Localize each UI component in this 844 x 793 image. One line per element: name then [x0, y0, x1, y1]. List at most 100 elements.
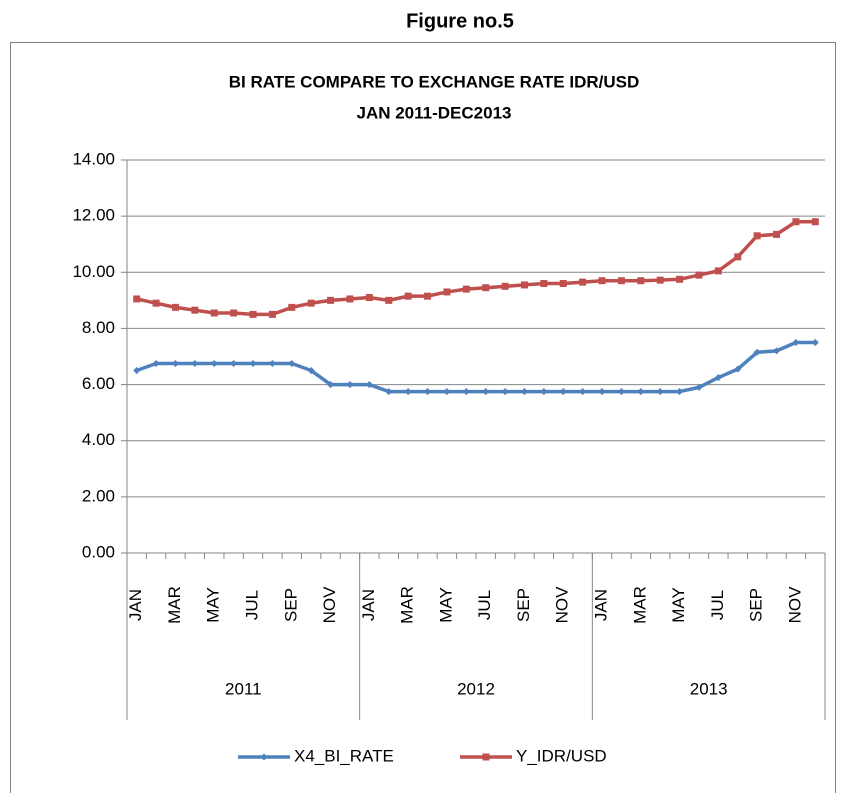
x-tick-label: MAY: [436, 587, 455, 623]
data-point: [385, 296, 393, 304]
x-tick-label: JAN: [126, 589, 145, 621]
data-point: [792, 338, 800, 346]
data-point: [811, 338, 819, 346]
x-tick-label: MAY: [204, 587, 223, 623]
data-point: [191, 306, 199, 314]
y-tick-label: 0.00: [82, 542, 115, 561]
x-tick-label: NOV: [553, 586, 572, 624]
data-point: [423, 388, 432, 396]
data-point: [695, 383, 703, 391]
data-point: [656, 276, 664, 284]
chart-title: BI RATE COMPARE TO EXCHANGE RATE IDR/USD: [229, 72, 640, 91]
y-tick-label: 14.00: [72, 149, 115, 168]
data-point: [734, 365, 742, 373]
data-point: [772, 347, 781, 355]
data-point: [171, 359, 180, 368]
data-point: [540, 280, 548, 288]
x-tick-label: MAY: [669, 587, 688, 623]
data-point: [734, 253, 742, 261]
data-point: [133, 367, 141, 375]
data-point: [676, 388, 684, 396]
data-point: [327, 381, 335, 389]
data-point: [559, 280, 567, 288]
data-point: [327, 296, 335, 304]
data-point: [307, 299, 315, 307]
data-point: [249, 310, 257, 318]
legend-label: X4_BI_RATE: [294, 746, 394, 765]
data-point: [520, 388, 529, 396]
y-tick-label: 2.00: [82, 486, 115, 505]
data-point: [365, 381, 373, 389]
data-point: [346, 295, 354, 303]
group-label: 2011: [225, 679, 262, 698]
chart-subtitle: JAN 2011-DEC2013: [357, 103, 512, 122]
y-tick-label: 12.00: [72, 206, 115, 225]
data-point: [462, 285, 470, 293]
data-point: [191, 359, 199, 368]
data-point: [230, 309, 238, 317]
data-point: [288, 303, 296, 311]
y-tick-label: 8.00: [82, 318, 115, 337]
data-point: [404, 388, 412, 396]
data-point: [307, 367, 315, 375]
x-tick-label: JAN: [359, 589, 378, 621]
data-point: [811, 218, 819, 226]
x-tick-label: SEP: [281, 588, 300, 622]
data-point: [462, 388, 470, 396]
data-point: [617, 277, 625, 285]
group-label: 2012: [457, 679, 495, 698]
data-point: [152, 359, 160, 368]
data-point: [753, 348, 761, 356]
data-point: [133, 295, 141, 303]
x-tick-label: NOV: [785, 586, 804, 624]
data-point: [288, 359, 296, 368]
x-tick-label: MAR: [398, 586, 417, 624]
data-point: [346, 381, 354, 389]
data-point: [714, 267, 722, 275]
x-tick-label: NOV: [320, 586, 339, 624]
data-point: [443, 388, 451, 396]
data-point: [773, 230, 781, 238]
data-point: [249, 359, 257, 368]
chart-frame: [10, 42, 836, 793]
x-tick-label: JAN: [592, 589, 611, 621]
data-point: [210, 359, 218, 368]
data-point: [152, 299, 160, 307]
data-point: [385, 388, 393, 396]
x-tick-label: JUL: [475, 590, 494, 620]
data-point: [714, 374, 722, 382]
data-point: [579, 388, 587, 396]
x-tick-label: JUL: [243, 590, 262, 620]
group-label: 2013: [690, 679, 728, 698]
y-tick-label: 4.00: [82, 430, 115, 449]
data-point: [424, 292, 432, 300]
data-point: [656, 388, 664, 396]
data-point: [792, 218, 800, 226]
data-point: [171, 303, 179, 311]
data-point: [443, 288, 451, 296]
figure-caption: Figure no.5: [406, 10, 514, 32]
data-point: [520, 281, 528, 289]
data-point: [598, 388, 606, 396]
data-point: [268, 359, 276, 368]
legend-label: Y_IDR/USD: [516, 746, 607, 765]
data-point: [404, 292, 412, 300]
x-tick-label: MAR: [165, 586, 184, 624]
data-point: [365, 294, 373, 302]
data-point: [482, 388, 490, 396]
y-tick-label: 6.00: [82, 374, 115, 393]
x-tick-label: JUL: [708, 590, 727, 620]
data-point: [482, 284, 490, 292]
data-point: [753, 232, 761, 240]
data-point: [501, 282, 509, 290]
x-tick-label: SEP: [747, 588, 766, 622]
data-point: [676, 275, 684, 283]
data-point: [637, 277, 645, 285]
x-tick-label: MAR: [630, 586, 649, 624]
legend-marker: [482, 753, 490, 761]
data-point: [637, 388, 645, 396]
y-tick-label: 10.00: [72, 262, 115, 281]
legend-marker: [260, 753, 268, 761]
data-point: [617, 388, 625, 396]
